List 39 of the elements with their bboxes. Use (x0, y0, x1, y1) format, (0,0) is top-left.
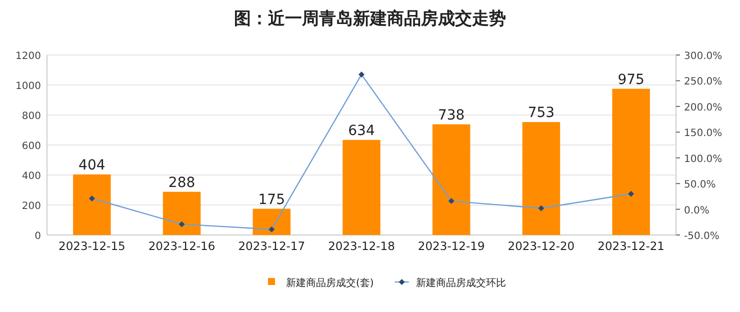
legend-label: 新建商品房成交(套) (286, 277, 374, 289)
data-label: 404 (78, 157, 106, 174)
data-label: 175 (258, 192, 286, 208)
y2-tick-label: 300.0% (684, 51, 722, 62)
y-tick-label: 600 (22, 141, 41, 152)
y-tick-label: 1000 (16, 81, 41, 92)
y-tick-label: 400 (22, 171, 41, 182)
y-tick-label: 800 (22, 111, 41, 122)
bar (162, 192, 201, 235)
bar (342, 140, 380, 235)
x-tick-label: 2023-12-16 (148, 239, 216, 253)
bar (522, 122, 560, 235)
chart-title: 图：近一周青岛新建商品房成交走势 (234, 9, 506, 29)
y2-tick-label: 0.0% (684, 205, 710, 216)
legend-label: 新建商品房成交环比 (416, 277, 506, 289)
y-tick-label: 200 (22, 201, 41, 212)
data-label: 975 (618, 72, 644, 88)
bar (432, 124, 470, 235)
bar (252, 208, 291, 235)
data-label: 634 (348, 122, 375, 139)
y2-tick-label: 50.0% (684, 180, 716, 191)
y2-tick-label: 250.0% (684, 76, 722, 88)
x-tick-label: 2023-12-19 (418, 239, 485, 253)
y2-tick-label: 100.0% (684, 154, 722, 165)
x-tick-label: 2023-12-18 (328, 239, 395, 253)
x-tick-label: 2023-12-20 (508, 239, 575, 253)
y-tick-label: 0 (34, 231, 41, 242)
data-label: 753 (528, 105, 555, 122)
y2-tick-label: 200.0% (684, 102, 722, 114)
y2-tick-label: 150.0% (684, 128, 722, 140)
data-label: 288 (168, 174, 196, 191)
bar (73, 174, 111, 235)
y-tick-label: 1200 (16, 51, 41, 62)
x-tick-label: 2023-12-17 (238, 239, 306, 253)
bar (612, 88, 650, 235)
data-label: 738 (438, 107, 465, 124)
x-tick-label: 2023-12-15 (58, 239, 126, 253)
x-tick-label: 2023-12-21 (598, 239, 664, 253)
y2-tick-label: -50.0% (684, 231, 720, 242)
